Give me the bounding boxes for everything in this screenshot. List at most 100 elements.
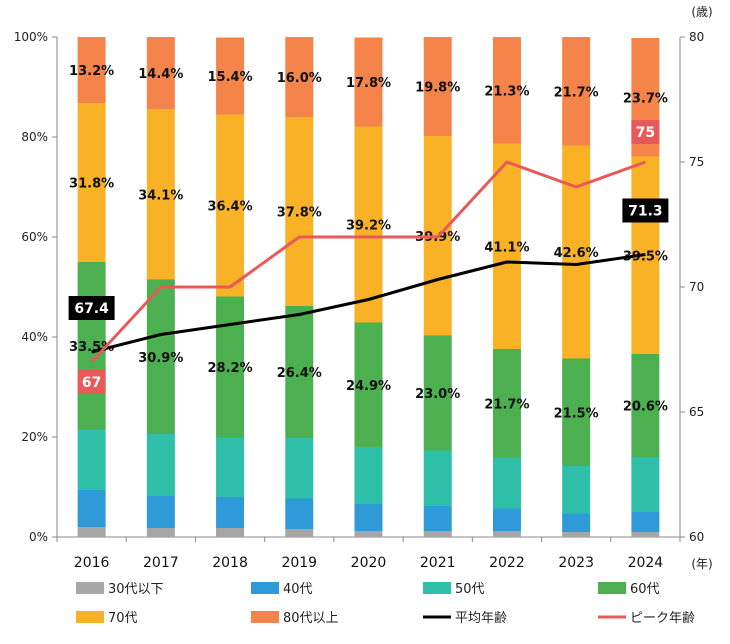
bar-segment xyxy=(285,498,314,529)
x-tick-label: 2016 xyxy=(74,555,110,571)
bar-segment xyxy=(562,358,591,466)
bar-segment xyxy=(492,531,521,537)
legend-label: 60代 xyxy=(630,582,660,597)
bar-segment xyxy=(562,37,591,146)
bar-segment xyxy=(423,335,452,451)
data-label: 34.1% xyxy=(138,188,183,203)
x-tick-label: 2018 xyxy=(212,555,248,571)
left-tick-label: 100% xyxy=(14,30,48,44)
data-label: 24.9% xyxy=(346,379,391,394)
data-label: 31.8% xyxy=(69,177,114,192)
data-label: 23.7% xyxy=(623,91,668,106)
data-label: 13.2% xyxy=(69,64,114,79)
bar-segment xyxy=(216,497,245,528)
bar-segment xyxy=(77,262,106,430)
bar-segment xyxy=(77,527,106,537)
data-label: 21.7% xyxy=(554,85,599,100)
data-label: 15.4% xyxy=(208,70,253,85)
legend-label: 50代 xyxy=(455,582,485,597)
callout-label: 67 xyxy=(82,375,101,391)
left-tick-label: 40% xyxy=(21,330,48,344)
right-tick-label: 60 xyxy=(689,530,704,544)
bar-segment xyxy=(285,306,314,438)
data-label: 14.4% xyxy=(138,67,183,82)
legend-swatch xyxy=(251,582,279,594)
bar-segment xyxy=(492,143,521,349)
bar-segment xyxy=(492,37,521,144)
bar-segment xyxy=(146,434,175,496)
bar-segment xyxy=(285,529,314,537)
left-tick-label: 0% xyxy=(29,530,48,544)
x-axis-unit: (年) xyxy=(691,557,712,571)
data-label: 42.6% xyxy=(554,246,599,261)
callout-box xyxy=(68,296,115,320)
bar-segment xyxy=(562,513,591,532)
bar-segment xyxy=(146,496,175,528)
bar-segment xyxy=(562,466,591,514)
legend-swatch xyxy=(251,611,279,623)
x-tick-label: 2023 xyxy=(558,555,594,571)
bar-segment xyxy=(562,145,591,359)
bar-segment xyxy=(216,37,245,115)
right-tick-label: 75 xyxy=(689,155,704,169)
bar-segment xyxy=(492,508,521,531)
right-axis-unit: (歳) xyxy=(691,5,712,19)
bar-segment xyxy=(77,429,106,490)
bar-segment xyxy=(216,296,245,438)
left-tick-label: 20% xyxy=(21,430,48,444)
bar-segment xyxy=(146,528,175,537)
data-label: 39.5% xyxy=(623,249,668,264)
data-label: 17.8% xyxy=(346,76,391,91)
bar-segment xyxy=(492,457,521,509)
callout-box xyxy=(77,370,106,394)
bar-segment xyxy=(354,37,383,127)
bar-segment xyxy=(285,117,314,306)
bar-segment xyxy=(354,447,383,504)
data-label: 36.4% xyxy=(208,200,253,215)
bar-segment xyxy=(631,457,660,512)
legend-swatch xyxy=(76,611,104,623)
legend-label: 80代以上 xyxy=(283,611,339,626)
legend-swatch xyxy=(598,582,626,594)
legend-label: ピーク年齢 xyxy=(630,611,695,626)
x-tick-label: 2021 xyxy=(420,555,456,571)
data-label: 21.7% xyxy=(484,397,529,412)
legend-label: 70代 xyxy=(108,611,138,626)
data-label: 30.9% xyxy=(138,351,183,366)
bar-segment xyxy=(492,349,521,458)
bar-segment xyxy=(285,438,314,499)
x-tick-label: 2024 xyxy=(628,555,664,571)
x-tick-label: 2022 xyxy=(489,555,525,571)
bar-segment xyxy=(423,450,452,506)
series-line xyxy=(90,160,646,364)
legend-swatch xyxy=(423,582,451,594)
callout-label: 67.4 xyxy=(74,301,109,317)
legend-label: 平均年齢 xyxy=(455,611,507,626)
legend-swatch xyxy=(76,582,104,594)
bar-segment xyxy=(146,279,175,434)
data-label: 28.2% xyxy=(208,361,253,376)
data-label: 21.3% xyxy=(484,84,529,99)
bar-segment xyxy=(631,512,660,532)
series-line xyxy=(91,253,646,354)
bar-segment xyxy=(216,114,245,297)
x-tick-label: 2019 xyxy=(281,555,317,571)
x-tick-label: 2020 xyxy=(351,555,387,571)
data-label: 39.2% xyxy=(346,219,391,234)
legend-label: 30代以下 xyxy=(108,582,164,597)
callout-box xyxy=(622,198,669,223)
bar-segment xyxy=(423,531,452,537)
bar-segment xyxy=(354,531,383,537)
callout-label: 75 xyxy=(636,125,655,141)
bar-segment xyxy=(354,504,383,531)
data-label: 20.6% xyxy=(623,400,668,415)
bar-segment xyxy=(423,506,452,531)
data-label: 41.1% xyxy=(484,240,529,255)
bar-segment xyxy=(631,532,660,537)
x-tick-label: 2017 xyxy=(143,555,179,571)
callout-label: 71.3 xyxy=(628,204,663,220)
bar-segment xyxy=(146,37,175,109)
bar-segment xyxy=(285,37,314,117)
bar-segment xyxy=(146,109,175,280)
